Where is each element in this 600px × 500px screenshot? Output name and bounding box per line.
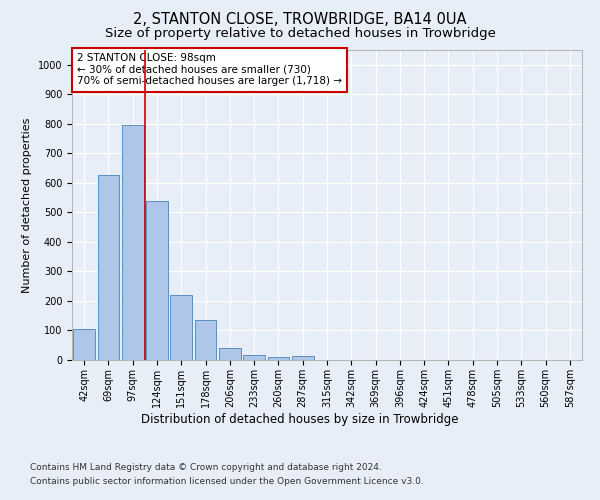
Text: Contains HM Land Registry data © Crown copyright and database right 2024.: Contains HM Land Registry data © Crown c… — [30, 462, 382, 471]
Bar — [73, 329, 95, 360]
Bar — [292, 356, 314, 360]
Bar — [268, 357, 289, 360]
Bar — [194, 320, 217, 360]
Text: 2 STANTON CLOSE: 98sqm
← 30% of detached houses are smaller (730)
70% of semi-de: 2 STANTON CLOSE: 98sqm ← 30% of detached… — [77, 53, 342, 86]
Text: Contains public sector information licensed under the Open Government Licence v3: Contains public sector information licen… — [30, 478, 424, 486]
Bar — [243, 355, 265, 360]
Text: 2, STANTON CLOSE, TROWBRIDGE, BA14 0UA: 2, STANTON CLOSE, TROWBRIDGE, BA14 0UA — [133, 12, 467, 28]
Bar — [219, 348, 241, 360]
Text: Distribution of detached houses by size in Trowbridge: Distribution of detached houses by size … — [141, 412, 459, 426]
Text: Size of property relative to detached houses in Trowbridge: Size of property relative to detached ho… — [104, 28, 496, 40]
Bar — [122, 126, 143, 360]
Bar — [146, 200, 168, 360]
Bar — [97, 176, 119, 360]
Y-axis label: Number of detached properties: Number of detached properties — [22, 118, 32, 292]
Bar — [170, 295, 192, 360]
